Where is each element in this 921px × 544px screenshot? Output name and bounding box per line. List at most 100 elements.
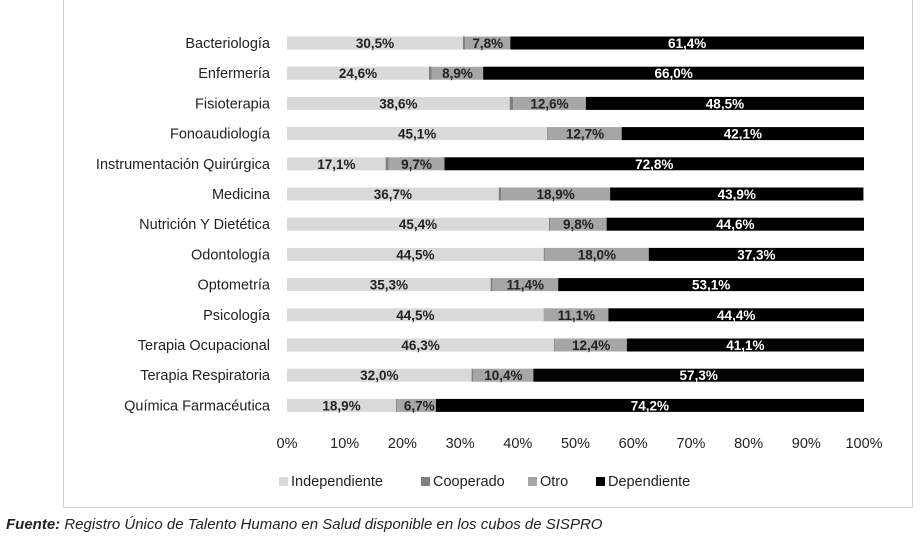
- bar-segment-dependiente-odontologia: [648, 247, 864, 261]
- data-label-otro-nutricion-y-dietetica: 9,8%: [563, 217, 594, 232]
- data-label-dependiente-fisioterapia: 48,5%: [706, 96, 744, 111]
- bar-segment-cooperado-optometria: [490, 278, 493, 292]
- bar-segment-cooperado-fisioterapia: [509, 96, 514, 110]
- bar-segment-cooperado-enfermeria: [428, 66, 432, 80]
- bar-segment-otro-fonoaudiologia: [548, 127, 622, 141]
- data-label-otro-fonoaudiologia: 12,7%: [566, 127, 604, 142]
- data-label-otro-psicologia: 11,1%: [558, 308, 596, 323]
- data-label-dependiente-fonoaudiologia: 42,1%: [724, 127, 762, 142]
- data-label-otro-terapia-respiratoria: 10,4%: [484, 368, 522, 383]
- data-label-independiente-terapia-respiratoria: 32,0%: [360, 368, 398, 383]
- data-label-dependiente-quimica-farmaceutica: 74,2%: [631, 398, 669, 413]
- x-tick-label-4: 40%: [503, 436, 532, 452]
- category-label-bacteriologia: Bacteriología: [185, 36, 271, 52]
- bar-segment-otro-terapia-respiratoria: [473, 368, 534, 382]
- data-label-otro-odontologia: 18,0%: [578, 247, 616, 262]
- bar-segment-independiente-fisioterapia: [287, 96, 510, 110]
- bar-segment-otro-quimica-farmaceutica: [397, 398, 436, 412]
- bar-segment-independiente-bacteriologia: [287, 36, 463, 50]
- bar-segment-independiente-terapia-ocupacional: [287, 338, 555, 352]
- data-label-dependiente-enfermeria: 66,0%: [654, 66, 692, 81]
- bar-segment-independiente-terapia-respiratoria: [287, 368, 472, 382]
- data-label-independiente-psicologia: 44,5%: [396, 308, 434, 323]
- bar-segment-otro-terapia-ocupacional: [555, 338, 627, 352]
- bar-segment-otro-bacteriologia: [465, 36, 511, 50]
- category-label-psicologia: Psicología: [203, 308, 271, 324]
- data-label-otro-optometria: 11,4%: [507, 278, 545, 293]
- bar-segment-dependiente-optometria: [558, 278, 864, 292]
- data-label-independiente-fonoaudiologia: 45,1%: [398, 127, 436, 142]
- bar-segment-dependiente-bacteriologia: [510, 36, 864, 50]
- x-tick-label-0: 0%: [277, 436, 298, 452]
- x-tick-label-7: 70%: [676, 436, 705, 452]
- data-label-otro-quimica-farmaceutica: 6,7%: [404, 398, 435, 413]
- bar-segment-dependiente-nutricion-y-dietetica: [606, 217, 864, 231]
- bar-segment-independiente-medicina: [287, 187, 499, 201]
- bar-segment-independiente-quimica-farmaceutica: [287, 398, 397, 412]
- data-label-otro-bacteriologia: 7,8%: [472, 36, 503, 51]
- x-tick-label-8: 80%: [734, 436, 763, 452]
- bar-segment-dependiente-terapia-ocupacional: [626, 338, 864, 352]
- bar-segment-otro-psicologia: [544, 308, 609, 322]
- x-tick-label-9: 90%: [792, 436, 821, 452]
- bar-segment-cooperado-fonoaudiologia: [547, 127, 549, 141]
- bar-segment-cooperado-instrumentacion-quirurgica: [385, 157, 389, 171]
- bar-segment-dependiente-quimica-farmaceutica: [435, 398, 864, 412]
- data-label-dependiente-bacteriologia: 61,4%: [668, 36, 706, 51]
- data-label-independiente-terapia-ocupacional: 46,3%: [401, 338, 439, 353]
- category-label-enfermeria: Enfermería: [198, 66, 271, 82]
- bar-segment-otro-nutricion-y-dietetica: [550, 217, 607, 231]
- data-label-independiente-nutricion-y-dietetica: 45,4%: [399, 217, 437, 232]
- data-label-dependiente-psicologia: 44,4%: [717, 308, 755, 323]
- legend-label-cooperado: Cooperado: [433, 474, 505, 490]
- bar-segment-dependiente-medicina: [610, 187, 864, 201]
- legend-swatch-otro: [528, 477, 537, 486]
- bar-segment-cooperado-psicologia: [543, 308, 545, 322]
- legend-label-dependiente: Dependiente: [608, 474, 690, 490]
- category-label-quimica-farmaceutica: Química Farmacéutica: [124, 398, 271, 414]
- source-note: Fuente: Registro Único de Talento Humano…: [6, 516, 602, 533]
- legend-swatch-dependiente: [596, 477, 605, 486]
- category-label-instrumentacion-quirurgica: Instrumentación Quirúrgica: [96, 157, 271, 173]
- bar-segment-cooperado-bacteriologia: [462, 36, 466, 50]
- bar-segment-dependiente-terapia-respiratoria: [533, 368, 864, 382]
- bar-segment-independiente-fonoaudiologia: [287, 127, 548, 141]
- bar-segment-cooperado-quimica-farmaceutica: [396, 398, 398, 412]
- category-label-odontologia: Odontología: [191, 247, 271, 263]
- bar-segment-dependiente-fonoaudiologia: [621, 127, 864, 141]
- bar-segment-otro-odontologia: [544, 247, 649, 261]
- bar-segment-dependiente-enfermeria: [483, 66, 864, 80]
- data-label-otro-instrumentacion-quirurgica: 9,7%: [401, 157, 432, 172]
- bar-segment-independiente-enfermeria: [287, 66, 429, 80]
- category-label-terapia-respiratoria: Terapia Respiratoria: [140, 368, 271, 384]
- source-text: Registro Único de Talento Humano en Salu…: [60, 516, 603, 533]
- data-label-independiente-enfermeria: 24,6%: [339, 66, 377, 81]
- bar-segment-otro-fisioterapia: [513, 96, 586, 110]
- bar-segment-cooperado-nutricion-y-dietetica: [548, 217, 551, 231]
- source-label: Fuente:: [6, 516, 61, 533]
- x-tick-label-6: 60%: [619, 436, 648, 452]
- legend-label-independiente: Independiente: [291, 474, 383, 490]
- bar-segment-otro-optometria: [492, 278, 559, 292]
- data-label-independiente-optometria: 35,3%: [370, 278, 408, 293]
- data-label-independiente-bacteriologia: 30,5%: [356, 36, 394, 51]
- category-label-fonoaudiologia: Fonoaudiología: [170, 127, 271, 143]
- data-label-independiente-odontologia: 44,5%: [396, 247, 434, 262]
- x-tick-label-2: 20%: [388, 436, 417, 452]
- data-label-independiente-fisioterapia: 38,6%: [379, 96, 417, 111]
- bar-segment-cooperado-odontologia: [543, 247, 545, 261]
- category-label-nutricion-y-dietetica: Nutrición Y Dietética: [139, 217, 271, 233]
- data-label-otro-enfermeria: 8,9%: [442, 66, 473, 81]
- chart-frame: [63, 0, 913, 508]
- data-label-otro-medicina: 18,9%: [536, 187, 574, 202]
- bar-segment-independiente-optometria: [287, 278, 491, 292]
- category-label-optometria: Optometría: [197, 278, 270, 294]
- x-tick-label-5: 50%: [561, 436, 590, 452]
- bar-segment-otro-medicina: [501, 187, 611, 201]
- stacked-bar-chart: Bacteriología 30,5% 7,8% 61,4% Enfermería 24,…: [96, 36, 883, 490]
- category-label-terapia-ocupacional: Terapia Ocupacional: [138, 338, 270, 354]
- category-label-medicina: Medicina: [212, 187, 271, 203]
- data-label-dependiente-instrumentacion-quirurgica: 72,8%: [635, 157, 673, 172]
- x-tick-label-3: 30%: [446, 436, 475, 452]
- data-label-dependiente-odontologia: 37,3%: [737, 247, 775, 262]
